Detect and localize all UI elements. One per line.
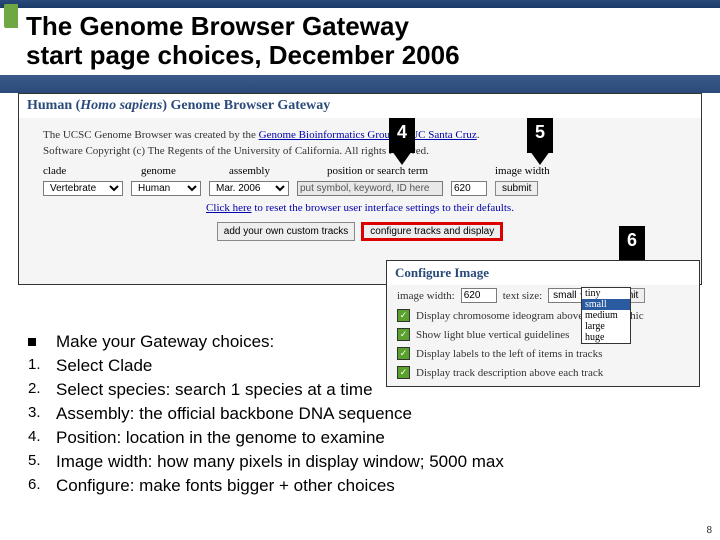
callout-4: 4 bbox=[389, 118, 415, 153]
list-item-1: 1.Select Clade bbox=[28, 354, 688, 378]
list-number: 3. bbox=[28, 404, 56, 421]
clade-select[interactable]: Vertebrate bbox=[43, 181, 123, 196]
list-item-6: 6.Configure: make fonts bigger + other c… bbox=[28, 474, 688, 498]
custom-tracks-button[interactable]: add your own custom tracks bbox=[217, 222, 356, 241]
gateway-header: Human (Homo sapiens) Genome Browser Gate… bbox=[19, 94, 701, 118]
gateway-screenshot: Human (Homo sapiens) Genome Browser Gate… bbox=[18, 93, 702, 285]
list-intro-text: Make your Gateway choices: bbox=[56, 332, 274, 352]
list-item-1-text: Select Clade bbox=[56, 356, 152, 376]
callout-5-label: 5 bbox=[535, 122, 545, 142]
label-assembly: assembly bbox=[229, 165, 299, 177]
list-item-6-text: Configure: make fonts bigger + other cho… bbox=[56, 476, 395, 496]
list-item-5: 5.Image width: how many pixels in displa… bbox=[28, 450, 688, 474]
callout-5-arrow bbox=[530, 151, 550, 165]
list-item-4: 4.Position: location in the genome to ex… bbox=[28, 426, 688, 450]
configure-tracks-button[interactable]: configure tracks and display bbox=[361, 222, 503, 241]
list-number: 1. bbox=[28, 356, 56, 373]
configure-controls-row: image width: text size: small Submit tin… bbox=[387, 285, 699, 306]
track-buttons-row: add your own custom tracks configure tra… bbox=[19, 218, 701, 245]
gateway-header-prefix: Human ( bbox=[27, 98, 80, 113]
cfg-chk1-row: ✓Display chromosome ideogram above main … bbox=[387, 306, 699, 325]
slide-title-line2: start page choices, December 2006 bbox=[26, 41, 702, 70]
square-bullet-icon bbox=[28, 332, 56, 350]
genome-select[interactable]: Human bbox=[131, 181, 201, 196]
check-icon[interactable]: ✓ bbox=[397, 309, 410, 322]
list-intro-row: Make your Gateway choices: bbox=[28, 330, 688, 354]
opt-medium[interactable]: medium bbox=[582, 310, 630, 321]
gateway-header-suffix: ) Genome Browser Gateway bbox=[162, 98, 330, 113]
label-clade: clade bbox=[43, 165, 113, 177]
cfg-width-input[interactable] bbox=[461, 288, 497, 303]
list-item-2: 2.Select species: search 1 species at a … bbox=[28, 378, 688, 402]
callout-6: 6 bbox=[619, 226, 645, 261]
blue-divider-band bbox=[0, 75, 720, 93]
gateway-header-species: Homo sapiens bbox=[80, 98, 162, 113]
opt-tiny[interactable]: tiny bbox=[582, 288, 630, 299]
ucsc-text-a: The UCSC Genome Browser was created by t… bbox=[43, 129, 259, 141]
form-controls-row: Vertebrate Human Mar. 2006 submit bbox=[19, 179, 701, 198]
list-item-4-text: Position: location in the genome to exam… bbox=[56, 428, 385, 448]
reset-text: to reset the browser user interface sett… bbox=[252, 202, 514, 214]
cfg-width-label: image width: bbox=[397, 290, 455, 302]
list-number: 6. bbox=[28, 476, 56, 493]
label-width: image width bbox=[495, 165, 555, 177]
ucsc-credit-text: The UCSC Genome Browser was created by t… bbox=[19, 118, 701, 163]
slide-title-line1: The Genome Browser Gateway bbox=[26, 12, 702, 41]
list-item-3-text: Assembly: the official backbone DNA sequ… bbox=[56, 404, 412, 424]
ucsc-link[interactable]: Genome Bioinformatics Group of UC Santa … bbox=[259, 129, 477, 141]
opt-small[interactable]: small bbox=[582, 299, 630, 310]
search-input[interactable] bbox=[297, 181, 443, 196]
list-item-2-text: Select species: search 1 species at a ti… bbox=[56, 380, 373, 400]
cfg-textsize-label: text size: bbox=[503, 290, 542, 302]
top-accent-bar bbox=[0, 0, 720, 8]
callout-5: 5 bbox=[527, 118, 553, 153]
width-input[interactable] bbox=[451, 181, 487, 196]
green-corner-accent bbox=[4, 4, 18, 28]
label-genome: genome bbox=[141, 165, 201, 177]
label-position: position or search term bbox=[327, 165, 467, 177]
configure-title: Configure Image bbox=[387, 261, 699, 285]
callout-4-arrow bbox=[392, 151, 412, 165]
reset-line: Click here to reset the browser user int… bbox=[19, 198, 701, 218]
list-number: 5. bbox=[28, 452, 56, 469]
assembly-select[interactable]: Mar. 2006 bbox=[209, 181, 289, 196]
ucsc-text-b: . bbox=[477, 129, 480, 141]
slide-title-area: The Genome Browser Gateway start page ch… bbox=[0, 8, 720, 75]
ucsc-copyright: Software Copyright (c) The Regents of th… bbox=[43, 145, 429, 157]
list-item-3: 3.Assembly: the official backbone DNA se… bbox=[28, 402, 688, 426]
submit-button[interactable]: submit bbox=[495, 181, 538, 196]
list-number: 2. bbox=[28, 380, 56, 397]
callout-4-label: 4 bbox=[397, 122, 407, 142]
callout-6-label: 6 bbox=[627, 230, 637, 250]
instruction-list: Make your Gateway choices: 1.Select Clad… bbox=[28, 330, 688, 498]
form-labels-row: clade genome assembly position or search… bbox=[19, 163, 701, 179]
list-item-5-text: Image width: how many pixels in display … bbox=[56, 452, 504, 472]
list-number: 4. bbox=[28, 428, 56, 445]
reset-link[interactable]: Click here bbox=[206, 202, 252, 214]
page-number: 8 bbox=[706, 525, 712, 536]
